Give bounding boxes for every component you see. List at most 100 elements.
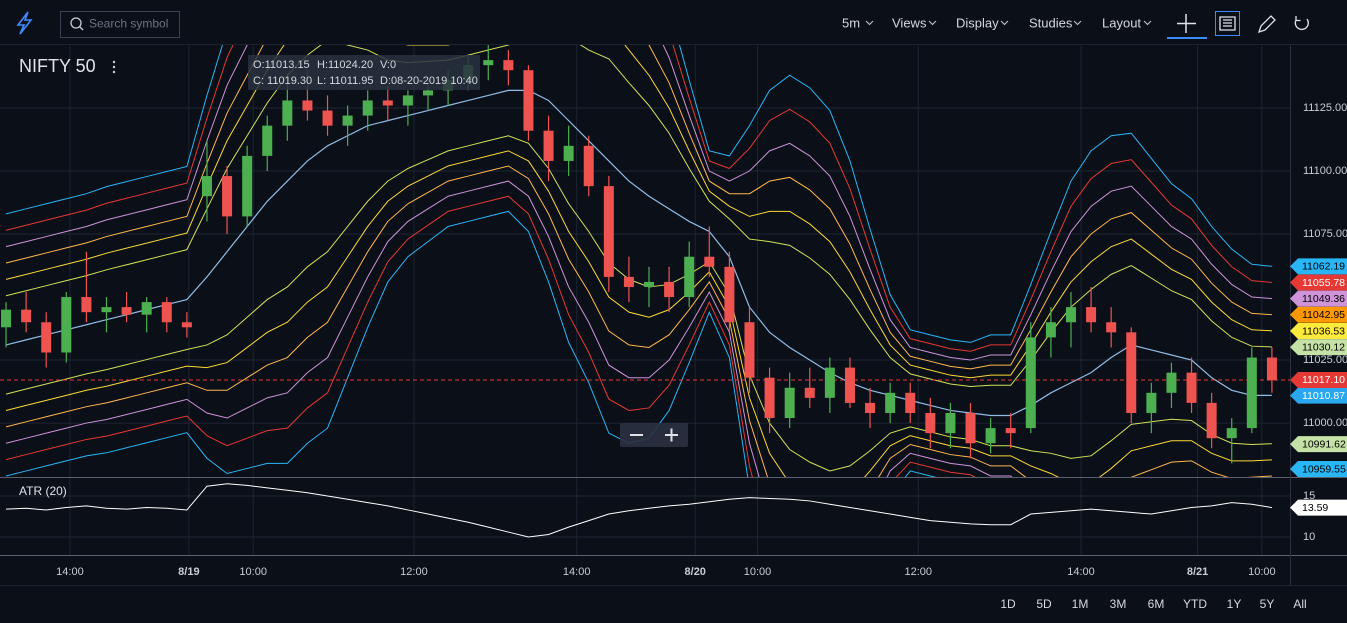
- candle-body: [1005, 428, 1016, 434]
- candle-body: [342, 115, 353, 126]
- price-tag: [1290, 258, 1347, 275]
- x-tick-label: 14:00: [56, 566, 84, 578]
- band-line: [5, 195, 976, 477]
- range-button[interactable]: 3M: [1110, 597, 1127, 611]
- reset-button[interactable]: [1294, 16, 1309, 31]
- plot-area: [6, 483, 1272, 538]
- plot-area: [0, 45, 1290, 477]
- menu-display[interactable]: Display: [956, 15, 999, 30]
- candle-body: [644, 281, 655, 287]
- tooltip-low: L: 11011.95: [317, 75, 373, 87]
- candle-body: [402, 95, 413, 106]
- candle-body: [362, 100, 373, 116]
- band-line: [5, 150, 1272, 477]
- y-tick-label: 11000.00: [1303, 417, 1347, 429]
- search-icon: [79, 26, 84, 31]
- candle-body: [1045, 322, 1056, 338]
- candle-body: [623, 276, 634, 287]
- price-tag-label: 13.59: [1302, 502, 1328, 514]
- x-tick-label: 10:00: [744, 566, 772, 578]
- y-tick-label: 11100.00: [1303, 165, 1347, 177]
- band-line: [5, 45, 1272, 361]
- candle-body: [262, 125, 273, 156]
- candle-body: [583, 145, 594, 187]
- main-panel: [0, 45, 1290, 477]
- menu-interval[interactable]: 5m: [842, 15, 860, 30]
- candle-body: [302, 100, 313, 111]
- candle-body: [1106, 322, 1117, 333]
- price-tag: [1290, 290, 1347, 307]
- draw-button[interactable]: [1257, 15, 1276, 34]
- crosshair-button[interactable]: [1177, 14, 1196, 33]
- atr-line: [6, 483, 1272, 538]
- candle-body: [1166, 372, 1177, 393]
- x-tick-label: 10:00: [239, 566, 267, 578]
- candle-body: [744, 322, 755, 378]
- candle-body: [503, 60, 514, 71]
- info-button[interactable]: [1215, 11, 1240, 36]
- candle-body: [603, 186, 614, 277]
- atr-panel: [0, 478, 1290, 555]
- price-tag: [1290, 461, 1347, 477]
- price-tag-label: 11036.53: [1302, 325, 1345, 337]
- band-middle: [5, 89, 1272, 417]
- price-tag-label: 11010.87: [1302, 390, 1345, 402]
- tooltip-date: D:08-20-2019 10:40: [380, 75, 478, 87]
- candle-body: [925, 412, 936, 434]
- candle-body: [905, 392, 916, 413]
- logo: [16, 11, 33, 35]
- candle-body: [684, 256, 695, 298]
- candle-body: [724, 266, 735, 323]
- range-button[interactable]: 1M: [1072, 597, 1089, 611]
- range-bar: 1D 5D 1M 3M 6M YTD 1Y 5Y All: [1000, 597, 1306, 611]
- active-indicator: [1167, 37, 1207, 39]
- candle-body: [382, 100, 393, 106]
- range-button[interactable]: 1Y: [1227, 597, 1242, 611]
- price-tag: [1290, 499, 1347, 516]
- zoom-in[interactable]: [665, 428, 678, 442]
- candle-body: [61, 297, 72, 353]
- candle-body: [865, 402, 876, 413]
- candle-body: [483, 60, 494, 66]
- candle-body: [1226, 428, 1237, 439]
- tooltip-close: C: 11019.30: [253, 75, 312, 87]
- menu-views[interactable]: Views: [892, 15, 927, 30]
- menu-studies[interactable]: Studies: [1029, 15, 1073, 30]
- candle-body: [1126, 332, 1137, 413]
- candle-body: [844, 367, 855, 403]
- menu-layout[interactable]: Layout: [1102, 15, 1141, 30]
- band-line: [5, 165, 1272, 477]
- tooltip-high: H:11024.20: [317, 59, 373, 71]
- candle-body: [965, 412, 976, 444]
- price-tag-label: 11055.78: [1302, 277, 1345, 289]
- band-line: [5, 45, 1272, 379]
- range-button[interactable]: All: [1293, 597, 1306, 611]
- candle-body: [1086, 307, 1097, 323]
- price-tag: [1290, 387, 1347, 404]
- range-button[interactable]: YTD: [1183, 597, 1207, 611]
- candle-body: [81, 297, 92, 313]
- candle-body: [242, 155, 253, 217]
- y-tick-label: 11075.00: [1303, 228, 1347, 240]
- candle-body: [985, 428, 996, 444]
- x-tick-label: 8/20: [685, 566, 706, 578]
- range-button[interactable]: 5Y: [1260, 597, 1275, 611]
- candle-body: [563, 145, 574, 161]
- atr-label: ATR (20): [19, 484, 67, 498]
- range-button[interactable]: 1D: [1000, 597, 1016, 611]
- ohlc-tooltip: [248, 55, 480, 90]
- range-button[interactable]: 6M: [1148, 597, 1165, 611]
- range-button[interactable]: 5D: [1036, 597, 1052, 611]
- candle-body: [161, 302, 172, 323]
- candle-body: [543, 130, 554, 161]
- menu-chevrons: [865, 20, 1152, 26]
- band-line: [5, 45, 1272, 388]
- price-tag: [1290, 274, 1347, 291]
- candle-body: [704, 256, 715, 267]
- atr-tick-label: 10: [1303, 531, 1315, 543]
- x-tick-label: 10:00: [1248, 566, 1276, 578]
- price-tag: [1290, 371, 1347, 388]
- atr-tick-label: 15: [1303, 490, 1315, 502]
